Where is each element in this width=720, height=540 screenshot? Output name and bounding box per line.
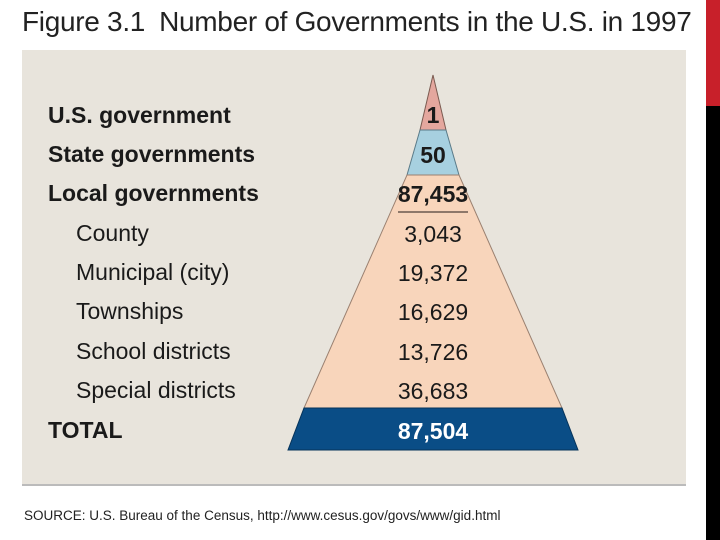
slide-edge-bar (706, 0, 720, 540)
value-total: 87,504 (398, 418, 469, 444)
government-pyramid: 1 50 87,453 3,043 19,372 16,629 13,726 3… (287, 74, 579, 451)
value-townships: 16,629 (398, 299, 468, 325)
label-townships: Townships (76, 298, 184, 324)
value-special-districts: 36,683 (398, 378, 468, 404)
figure-number: Figure 3.1 (22, 6, 146, 37)
value-county: 3,043 (404, 221, 462, 247)
value-local-governments: 87,453 (398, 181, 468, 207)
label-school-districts: School districts (76, 338, 231, 364)
figure-panel: U.S. government State governments Local … (22, 50, 686, 486)
label-total: TOTAL (48, 417, 123, 443)
tier-total (287, 407, 579, 451)
value-school-districts: 13,726 (398, 339, 468, 365)
source-citation: SOURCE: U.S. Bureau of the Census, http:… (24, 508, 501, 523)
tier-local-governments (303, 174, 563, 409)
value-us-government: 1 (427, 102, 440, 128)
value-state-governments: 50 (420, 142, 446, 168)
figure-title: Figure 3.1 Number of Governments in the U… (22, 6, 692, 38)
figure-title-text: Number of Governments in the U.S. in 199… (159, 6, 692, 37)
label-county: County (76, 220, 149, 246)
slide-edge-accent (706, 0, 720, 106)
label-special-districts: Special districts (76, 377, 236, 403)
label-state-governments: State governments (48, 141, 256, 167)
label-us-government: U.S. government (48, 102, 231, 128)
label-municipal: Municipal (city) (76, 259, 230, 285)
label-local-governments: Local governments (48, 180, 259, 206)
value-municipal: 19,372 (398, 260, 468, 286)
